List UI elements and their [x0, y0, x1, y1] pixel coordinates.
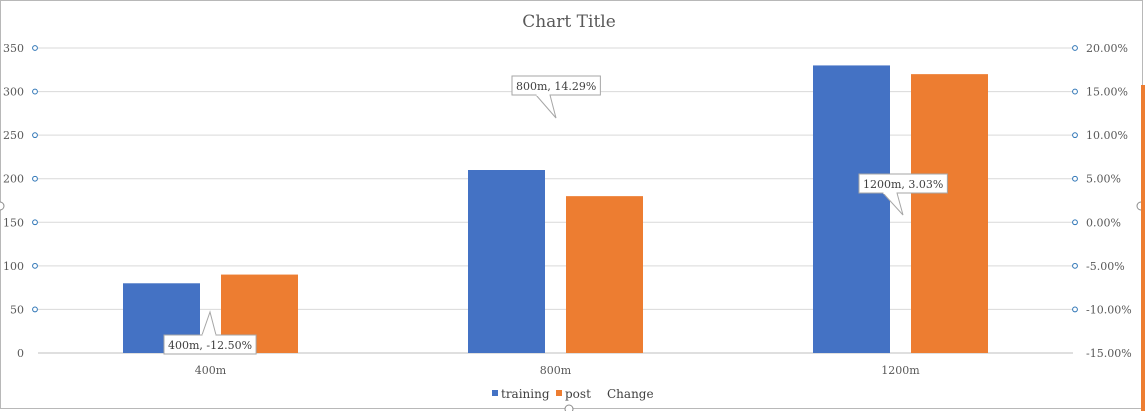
y-tick-label: 0 [17, 347, 24, 360]
y2-tick-label: -10.00% [1086, 303, 1132, 316]
legend-entry-post[interactable]: post [565, 387, 591, 401]
axis-marker [1072, 132, 1078, 139]
callout-label[interactable]: 400m, -12.50% [163, 310, 257, 355]
legend-swatch-post [556, 390, 562, 396]
secondary-y-axis: -15.00% -10.00% -5.00% 0.00% 5.00% 10.00% 15.0… [1072, 42, 1132, 360]
axis-marker [1072, 219, 1078, 226]
data-label-callouts: 400m, -12.50% 800m, 14.29% 1200m, 3.03% [163, 75, 948, 355]
axis-marker [1072, 88, 1078, 95]
callout-text: 400m, -12.50% [168, 339, 252, 352]
callout-box [511, 75, 601, 96]
axis-marker [1072, 45, 1078, 51]
callout-pointer [535, 94, 557, 119]
axis-marker [32, 219, 38, 226]
y-tick-label: 250 [3, 129, 24, 142]
bar-post-800m[interactable] [566, 196, 643, 353]
y2-tick-label: 15.00% [1086, 86, 1128, 99]
chart-title[interactable]: Chart Title [522, 12, 616, 32]
callout-pointer [882, 192, 904, 216]
callout-box [858, 173, 948, 194]
x-axis: 400m 800m 1200m [195, 364, 920, 377]
x-tick-label: 400m [195, 364, 227, 377]
primary-y-axis: 0 50 100 150 200 250 300 350 [3, 42, 38, 360]
axis-marker [32, 132, 38, 139]
y-tick-label: 50 [10, 303, 24, 316]
legend-swatch-training [492, 390, 498, 396]
y-tick-label: 200 [3, 173, 24, 186]
axis-marker [32, 175, 38, 182]
y2-tick-label: 10.00% [1086, 129, 1128, 142]
axis-marker [1072, 175, 1078, 182]
axis-marker [1072, 262, 1078, 269]
axis-marker [32, 262, 38, 269]
y2-tick-label: -5.00% [1086, 260, 1125, 273]
bar-post-1200m[interactable] [911, 74, 988, 354]
resize-handle[interactable] [564, 404, 574, 411]
callout-text: 1200m, 3.03% [863, 178, 943, 191]
legend-entry-Change[interactable]: Change [607, 387, 654, 401]
y-tick-label: 300 [3, 86, 24, 99]
y-tick-label: 100 [3, 260, 24, 273]
axis-marker [32, 306, 38, 313]
selection-handles[interactable] [0, 85, 1145, 411]
x-tick-label: 1200m [881, 364, 920, 377]
resize-handle[interactable] [0, 201, 5, 211]
axis-marker [32, 45, 38, 51]
y-tick-label: 350 [3, 42, 24, 55]
legend-entry-training[interactable]: training [501, 387, 550, 401]
y2-tick-label: -15.00% [1086, 347, 1132, 360]
axis-marker [1072, 306, 1078, 313]
bar-training-1200m[interactable] [813, 65, 890, 353]
bars [123, 65, 988, 354]
callout-text: 800m, 14.29% [516, 80, 596, 93]
y2-tick-label: 5.00% [1086, 173, 1121, 186]
callout-label[interactable]: 1200m, 3.03% [858, 173, 948, 216]
legend[interactable]: training post Change [492, 387, 654, 401]
callout-pointer [201, 310, 217, 336]
y2-tick-label: 0.00% [1086, 216, 1121, 229]
axis-marker [32, 88, 38, 95]
y2-tick-label: 20.00% [1086, 42, 1128, 55]
edge-bar [1141, 85, 1145, 411]
x-tick-label: 800m [540, 364, 572, 377]
y-tick-label: 150 [3, 216, 24, 229]
callout-label[interactable]: 800m, 14.29% [511, 75, 601, 119]
bar-training-800m[interactable] [468, 170, 545, 353]
